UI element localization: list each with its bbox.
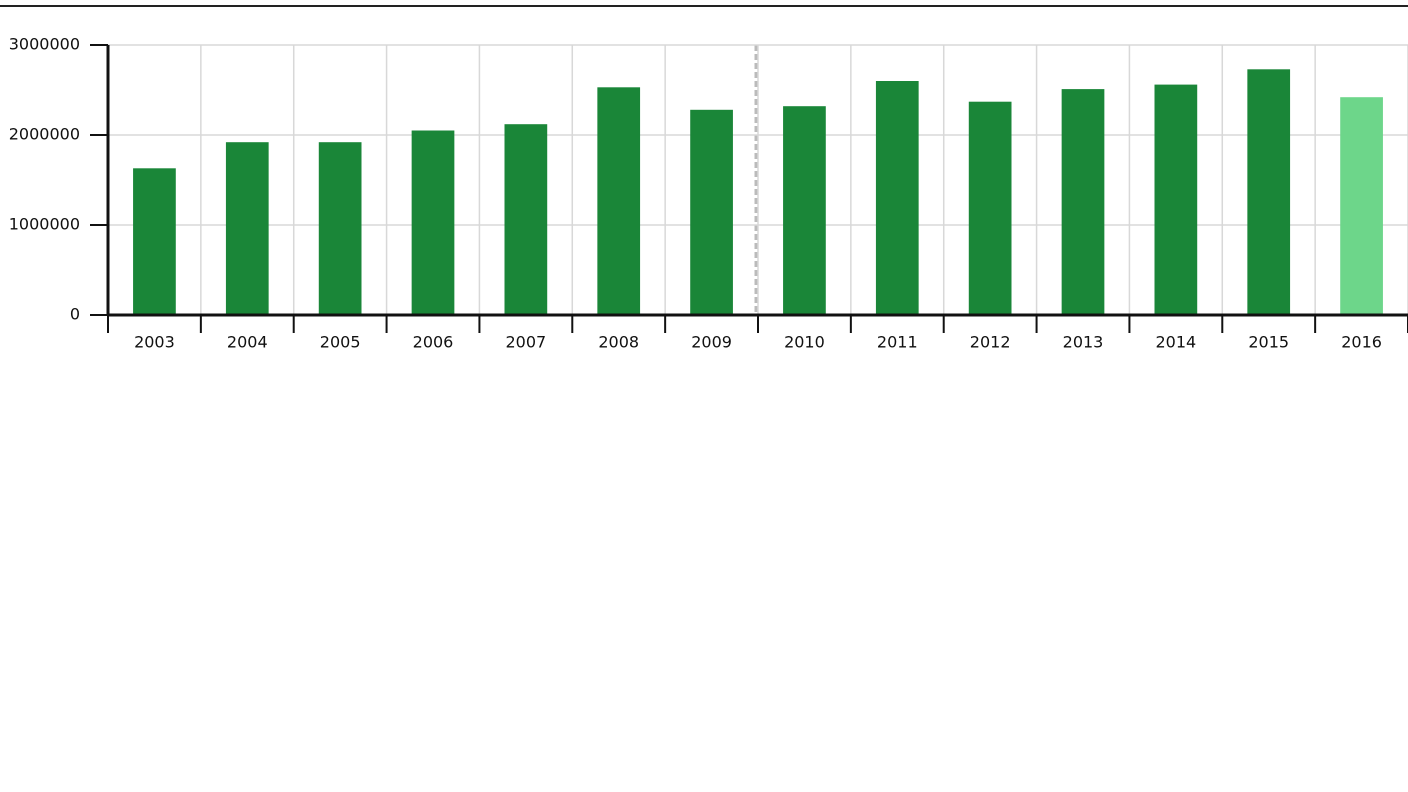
bar xyxy=(875,81,919,315)
bar xyxy=(1247,69,1291,315)
x-tick-label: 2015 xyxy=(1248,333,1289,352)
bar xyxy=(1154,84,1198,315)
bar xyxy=(504,124,548,315)
bar xyxy=(690,109,733,315)
x-tick-label: 2004 xyxy=(227,333,268,352)
x-tick-label: 2014 xyxy=(1155,333,1196,352)
x-tick-label: 2010 xyxy=(784,333,825,352)
x-tick-label: 2011 xyxy=(877,333,918,352)
y-tick-label: 1000000 xyxy=(9,215,80,234)
bar xyxy=(411,130,455,315)
y-tick-label: 0 xyxy=(70,305,80,324)
y-tick-label: 2000000 xyxy=(9,125,80,144)
x-tick-label: 2006 xyxy=(413,333,454,352)
x-tick-label: 2005 xyxy=(320,333,361,352)
x-tick-label: 2012 xyxy=(970,333,1011,352)
bar xyxy=(968,101,1012,315)
bar xyxy=(225,142,269,315)
x-tick-label: 2008 xyxy=(598,333,639,352)
x-tick-label: 2009 xyxy=(691,333,732,352)
x-tick-label: 2003 xyxy=(134,333,175,352)
bar xyxy=(1340,97,1383,315)
bar xyxy=(1061,89,1105,315)
x-tick-label: 2013 xyxy=(1063,333,1104,352)
bar xyxy=(783,106,826,315)
bar xyxy=(318,142,362,315)
bar xyxy=(133,168,176,315)
x-tick-label: 2016 xyxy=(1341,333,1382,352)
y-tick-label: 3000000 xyxy=(9,35,80,54)
bar xyxy=(597,87,641,315)
x-tick-label: 2007 xyxy=(505,333,546,352)
